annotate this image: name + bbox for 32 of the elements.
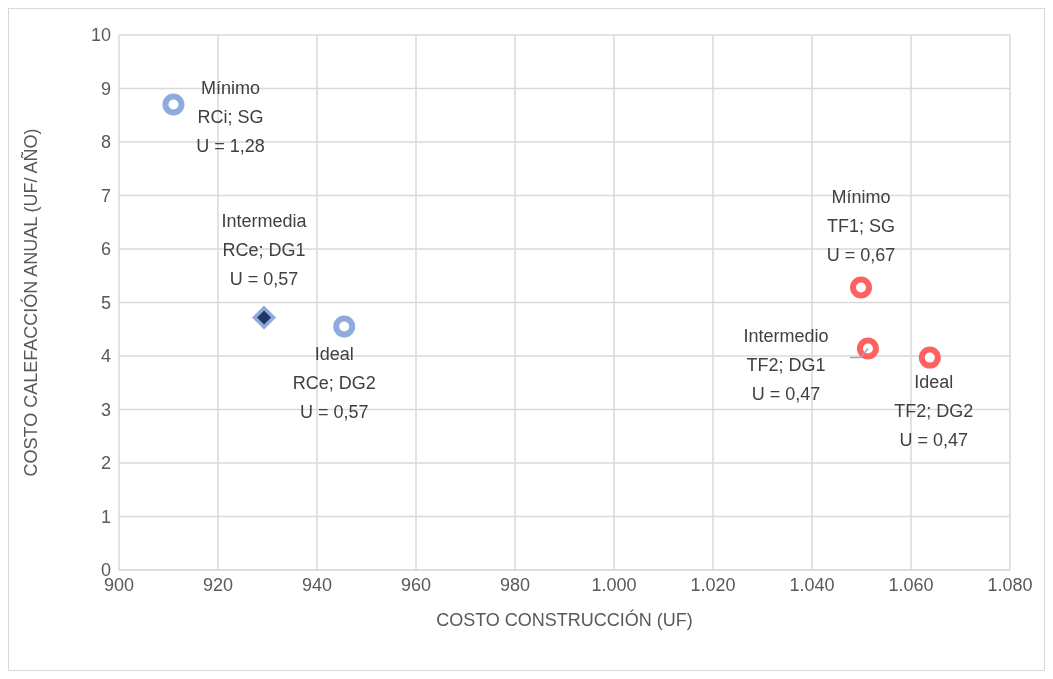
y-tick-label: 7 — [100, 185, 111, 206]
y-tick-label: 1 — [100, 506, 111, 527]
point — [856, 337, 879, 360]
y-tick-label: 4 — [100, 346, 111, 367]
point — [333, 315, 356, 338]
point — [918, 346, 941, 369]
x-axis-title: COSTO CONSTRUCCIÓN (UF) — [436, 609, 693, 630]
x-tick-label: 1.000 — [591, 574, 637, 595]
y-axis-title: COSTO CALEFACCIÓN ANUAL (UF/ AÑO) — [20, 128, 42, 477]
y-tick-label: 5 — [100, 292, 111, 313]
x-tick-label: 1.080 — [987, 574, 1033, 595]
annotation: Intermedio TF2; DG1 U = 0,47 — [743, 325, 829, 404]
annotation: Mínimo TF1; SG U = 0,67 — [826, 186, 896, 265]
x-tick-label: 920 — [202, 574, 234, 595]
annotation: Mínimo RCi; SG U = 1,28 — [196, 77, 265, 156]
annotation: Ideal RCe; DG2 U = 0,57 — [292, 343, 376, 422]
annotation: Intermedia RCe; DG1 U = 0,57 — [221, 210, 308, 289]
y-tick-label: 10 — [90, 25, 111, 46]
annotation: Ideal TF2; DG2 U = 0,47 — [894, 371, 974, 450]
point — [162, 93, 185, 116]
x-tick-label: 980 — [499, 574, 531, 595]
y-tick-label: 2 — [100, 453, 111, 474]
y-tick-label: 3 — [100, 399, 111, 420]
y-tick-label: 6 — [100, 239, 111, 260]
point — [850, 276, 873, 299]
x-tick-label: 960 — [400, 574, 432, 595]
x-tick-label: 1.060 — [888, 574, 934, 595]
x-tick-label: 1.040 — [789, 574, 835, 595]
y-tick-label: 8 — [100, 132, 111, 153]
x-tick-label: 1.020 — [690, 574, 736, 595]
x-tick-label: 940 — [301, 574, 333, 595]
y-tick-label: 9 — [100, 78, 111, 99]
